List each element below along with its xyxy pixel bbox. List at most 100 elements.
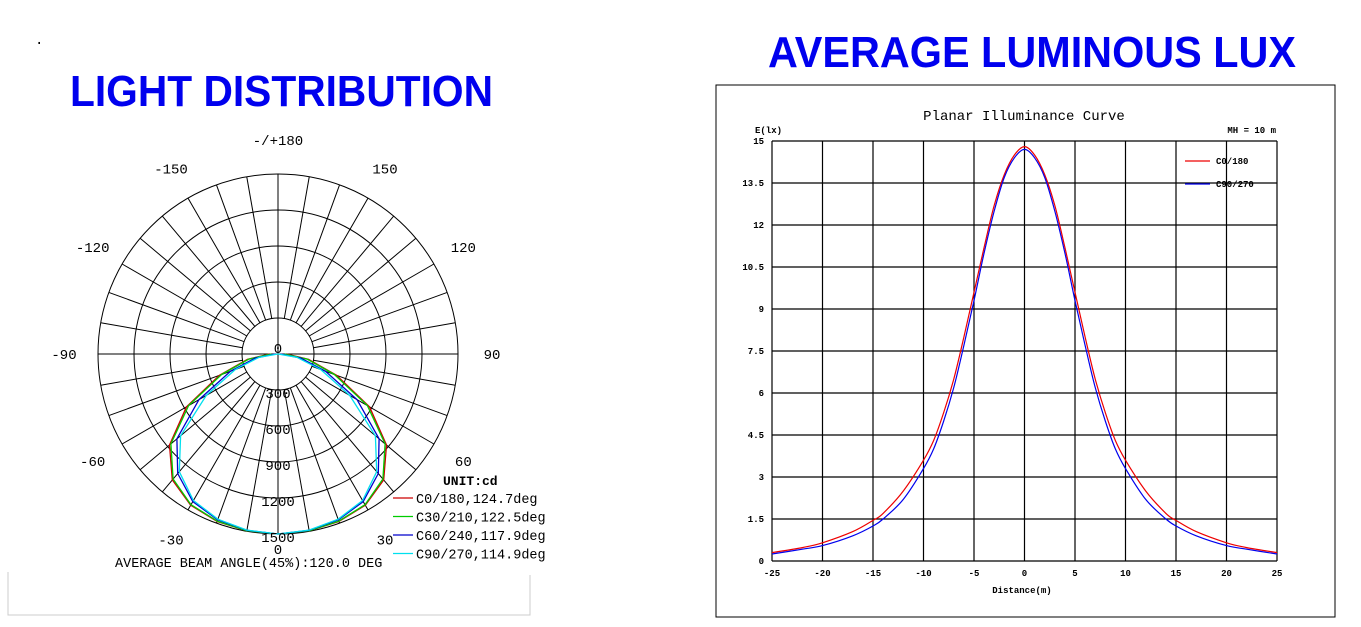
polar-curves <box>168 353 388 535</box>
light-distribution-title: LIGHT DISTRIBUTION <box>70 67 493 116</box>
angle-label: -/+180 <box>253 134 303 150</box>
x-axis-label: Distance(m) <box>992 586 1051 596</box>
x-tick-label: -20 <box>814 569 830 579</box>
radial-label: 1500 <box>261 531 295 547</box>
x-tick-label: 0 <box>1022 569 1027 579</box>
illuminance-chart: Planar Illuminance Curve E(lx) MH = 10 m… <box>715 84 1336 618</box>
polar-spoke <box>295 197 369 324</box>
polar-spoke <box>246 176 273 319</box>
polar-spoke <box>139 237 251 332</box>
y-tick-label: 13.5 <box>742 179 764 189</box>
angle-label: 120 <box>451 241 476 257</box>
average-luminous-lux-title: AVERAGE LUMINOUS LUX <box>768 28 1296 77</box>
polar-spoke <box>215 184 267 321</box>
lux-legend: C0/180 C90/270 <box>1185 157 1254 190</box>
radial-label: 900 <box>265 459 290 475</box>
polar-spoke <box>308 371 435 445</box>
y-axis-label: E(lx) <box>755 126 782 136</box>
y-tick-label: 0 <box>759 557 764 567</box>
polar-spoke <box>300 381 395 493</box>
polar-spoke <box>246 389 273 532</box>
unit-label: UNIT:cd <box>443 474 498 489</box>
stray-dot: . <box>35 33 43 49</box>
radial-label: 1200 <box>261 495 295 511</box>
x-tick-label: -25 <box>764 569 780 579</box>
polar-spoke <box>283 389 310 532</box>
x-tick-label: -10 <box>915 569 931 579</box>
lux-series-1 <box>771 148 1278 555</box>
angle-label: -120 <box>76 241 110 257</box>
polar-spoke <box>100 322 243 349</box>
x-tick-label: 5 <box>1072 569 1077 579</box>
y-tick-label: 9 <box>759 305 764 315</box>
polar-spoke <box>161 215 256 327</box>
angle-label: -150 <box>154 163 188 179</box>
y-tick-label: 12 <box>753 221 764 231</box>
polar-spoke <box>139 376 251 471</box>
polar-spoke <box>308 263 435 337</box>
x-tick-label: -5 <box>969 569 980 579</box>
angle-label: -60 <box>80 455 105 471</box>
lux-legend-label-0: C0/180 <box>1216 157 1248 167</box>
polar-spoke <box>100 359 243 386</box>
angle-label: 60 <box>455 455 472 471</box>
y-tick-label: 7.5 <box>748 347 764 357</box>
x-tick-label: 10 <box>1120 569 1131 579</box>
polar-series-3 <box>178 353 378 535</box>
angle-label: 90 <box>484 348 501 364</box>
lux-legend-label-1: C90/270 <box>1216 180 1254 190</box>
mh-annotation: MH = 10 m <box>1227 126 1276 136</box>
polar-spoke <box>215 387 267 524</box>
radial-label: 0 <box>274 342 282 358</box>
lux-grid <box>771 140 1278 562</box>
polar-spoke <box>187 384 261 511</box>
angle-label: 150 <box>372 163 397 179</box>
angle-label: -90 <box>51 348 76 364</box>
radial-label: 600 <box>265 423 290 439</box>
lux-series-0 <box>771 145 1278 554</box>
y-tick-label: 6 <box>759 389 764 399</box>
radial-label: 300 <box>265 387 290 403</box>
polar-radial-labels: 0 300 600 900 1200 1500 <box>261 342 295 547</box>
polar-spoke <box>283 176 310 319</box>
y-tick-label: 10.5 <box>742 263 764 273</box>
y-tick-label: 1.5 <box>748 515 764 525</box>
angle-label: -30 <box>158 533 183 549</box>
y-tick-label: 4.5 <box>748 431 764 441</box>
x-tick-label: -15 <box>865 569 881 579</box>
x-tick-label: 25 <box>1272 569 1283 579</box>
y-tick-label: 3 <box>759 473 764 483</box>
polar-spoke <box>289 184 341 321</box>
polar-legend: C0/180,124.7deg C30/210,122.5deg C60/240,1… <box>393 493 546 564</box>
lux-curves <box>771 145 1278 555</box>
polar-spoke <box>313 322 456 349</box>
legend-label-3: C90/270,114.9deg <box>416 549 546 564</box>
legend-label-0: C0/180,124.7deg <box>416 493 538 508</box>
y-tick-label: 15 <box>753 137 764 147</box>
beam-angle-footer: AVERAGE BEAM ANGLE(45%):120.0 DEG <box>115 557 382 572</box>
polar-spoke <box>289 387 341 524</box>
polar-spoke <box>295 384 369 511</box>
polar-spoke <box>311 291 448 343</box>
lux-ticks: -25 -20 -15 -10 -5 0 5 10 15 20 25 0 1.5 3 4.5 6 7.5 9 10.… <box>742 137 1282 579</box>
angle-label: 0 <box>274 543 282 559</box>
polar-spoke <box>121 371 248 445</box>
legend-label-1: C30/210,122.5deg <box>416 512 546 527</box>
polar-spoke <box>313 359 456 386</box>
polar-angle-labels: 30 60 90 120 150 -/+180 -150 -120 -90 -60 -30 0 <box>51 134 500 559</box>
polar-spoke <box>300 215 395 327</box>
polar-spoke <box>187 197 261 324</box>
polar-spoke <box>161 381 256 493</box>
polar-spoke <box>305 376 417 471</box>
polar-spoke <box>108 291 245 343</box>
x-tick-label: 15 <box>1171 569 1182 579</box>
frame-outline <box>7 572 531 616</box>
legend-label-2: C60/240,117.9deg <box>416 530 546 545</box>
chart-title: Planar Illuminance Curve <box>923 109 1125 125</box>
x-tick-label: 20 <box>1221 569 1232 579</box>
angle-label: 30 <box>377 533 394 549</box>
polar-spoke <box>121 263 248 337</box>
polar-spoke <box>305 237 417 332</box>
